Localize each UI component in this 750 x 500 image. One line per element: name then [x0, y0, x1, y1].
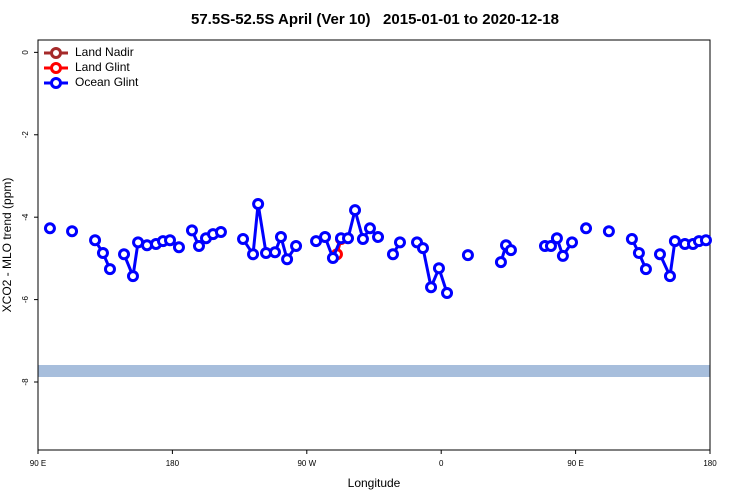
- point: [274, 230, 287, 243]
- point: [699, 234, 712, 247]
- point: [126, 270, 139, 283]
- point: [172, 241, 185, 254]
- x-tick-label: 90 W: [297, 459, 316, 468]
- y-tick-label: -8: [21, 378, 30, 386]
- y-tick-label: 0: [21, 50, 30, 55]
- point: [504, 244, 517, 257]
- point: [544, 240, 557, 253]
- point: [214, 226, 227, 239]
- x-tick-label: 90 E: [567, 459, 583, 468]
- point: [632, 247, 645, 260]
- point: [247, 248, 260, 261]
- point: [663, 270, 676, 283]
- point: [668, 235, 681, 248]
- x-tick-label: 90 E: [30, 459, 46, 468]
- point: [342, 232, 355, 245]
- point: [580, 222, 593, 235]
- point: [326, 251, 339, 264]
- y-tick-label: -2: [21, 131, 30, 139]
- point: [639, 263, 652, 276]
- point: [416, 242, 429, 255]
- point: [43, 222, 56, 235]
- series-line: [93, 203, 707, 294]
- legend-marker: [50, 47, 62, 59]
- legend-label: Land Nadir: [75, 45, 134, 59]
- point: [237, 233, 250, 246]
- point: [89, 234, 102, 247]
- point: [602, 225, 615, 238]
- point: [441, 287, 454, 300]
- point: [349, 204, 362, 217]
- point: [66, 225, 79, 238]
- x-tick-label: 180: [166, 459, 180, 468]
- point: [393, 236, 406, 249]
- point: [310, 235, 323, 248]
- point: [432, 262, 445, 275]
- chart-title: 57.5S-52.5S April (Ver 10) 2015-01-01 to…: [191, 11, 559, 28]
- point: [185, 224, 198, 237]
- x-tick-label: 180: [703, 459, 717, 468]
- legend-label: Ocean Glint: [75, 75, 139, 89]
- legend-label: Land Glint: [75, 60, 130, 74]
- point: [386, 248, 399, 261]
- point: [461, 249, 474, 262]
- point: [556, 249, 569, 262]
- y-tick-label: -4: [21, 213, 30, 221]
- legend-marker: [50, 77, 62, 89]
- point: [653, 248, 666, 261]
- point: [164, 234, 177, 247]
- point: [192, 240, 205, 253]
- point: [252, 198, 265, 210]
- point: [290, 240, 303, 253]
- point: [566, 236, 579, 249]
- plot-frame: [37, 39, 711, 451]
- point: [319, 230, 332, 243]
- point: [118, 248, 131, 261]
- y-axis-label: XCO2 - MLO trend (ppm): [0, 178, 14, 313]
- point: [372, 230, 385, 243]
- y-tick-label: -6: [21, 295, 30, 303]
- point: [103, 263, 116, 276]
- point: [494, 256, 507, 269]
- point: [356, 233, 369, 246]
- point: [625, 233, 638, 246]
- point: [425, 281, 438, 294]
- point: [268, 246, 281, 259]
- point: [96, 247, 109, 260]
- x-axis-label: Longitude: [348, 476, 401, 490]
- point: [363, 222, 376, 235]
- point: [550, 232, 563, 245]
- land-band: [38, 365, 710, 377]
- point: [281, 253, 294, 266]
- legend-marker: [50, 62, 62, 74]
- x-tick-label: 0: [439, 459, 444, 468]
